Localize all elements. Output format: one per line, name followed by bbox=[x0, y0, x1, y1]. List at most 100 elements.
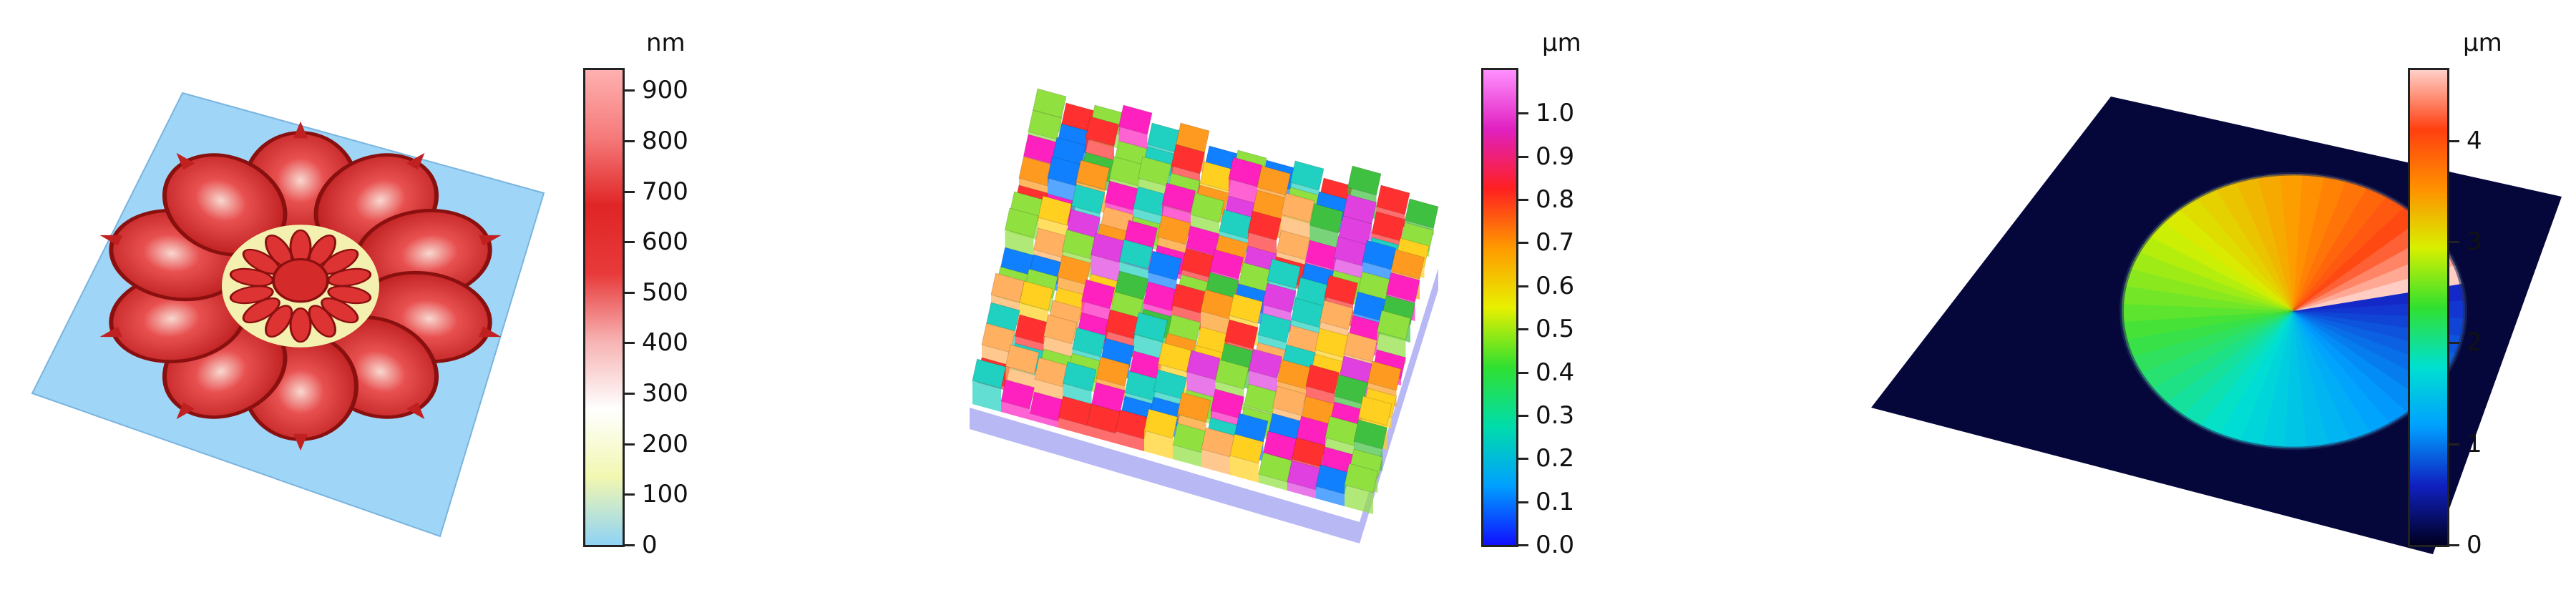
colorbar-tick bbox=[625, 139, 635, 142]
rose-center bbox=[272, 258, 329, 303]
cube-block bbox=[1086, 403, 1121, 443]
disc-wedge bbox=[2150, 311, 2293, 403]
colorbar-1: nm 900 800 700 600 500 400 300 200 100 0 bbox=[583, 29, 698, 558]
colorbar-gradient bbox=[1481, 68, 1518, 547]
colorbar-tick bbox=[1518, 199, 1528, 202]
colorbar-tick-label: 1 bbox=[2467, 429, 2482, 458]
colorbar-tick bbox=[625, 544, 635, 546]
colorbar-tick bbox=[1518, 544, 1528, 546]
disc-wedge bbox=[2293, 207, 2422, 311]
colorbar-tick-label: 0.5 bbox=[1536, 315, 1575, 344]
colorbar-tick-label: 0.0 bbox=[1536, 531, 1575, 559]
colorbar-tick-label: 3 bbox=[2467, 227, 2482, 257]
disc-wedge bbox=[2235, 176, 2293, 311]
colorbar-tick-label: 0.4 bbox=[1536, 358, 1575, 387]
disc-wedge bbox=[2293, 311, 2409, 425]
colorbar-gradient bbox=[2408, 68, 2449, 547]
colorbar-tick-label: 0 bbox=[2467, 531, 2482, 559]
cube-block bbox=[1201, 427, 1236, 475]
colorbar-tick-label: 500 bbox=[642, 277, 688, 307]
disc-wedge bbox=[2293, 311, 2371, 441]
colorbar-tick bbox=[1518, 242, 1528, 245]
disc-wedge bbox=[2283, 311, 2307, 448]
panel-cubes: µm 1.0 0.9 0.8 0.7 0.6 0.5 0.4 0.3 0.2 0.1 0.0 bbox=[716, 0, 1610, 614]
cube-block bbox=[1287, 460, 1322, 498]
cube-block bbox=[1143, 408, 1179, 459]
disc-wedge bbox=[2124, 267, 2293, 311]
colorbar-tick-label: 0.8 bbox=[1536, 185, 1575, 215]
cube-block bbox=[1172, 423, 1207, 467]
cube-block bbox=[1000, 379, 1035, 420]
colorbar-tick bbox=[625, 443, 635, 446]
colorbar-tick-label: 0.3 bbox=[1536, 400, 1575, 430]
disc-wedge bbox=[2293, 195, 2406, 311]
colorbar-tick-label: 400 bbox=[642, 328, 688, 358]
rose-flower bbox=[99, 121, 502, 451]
rose-inner-petal bbox=[229, 285, 274, 305]
cube-surface-render bbox=[970, 88, 1439, 543]
colorbar-tick bbox=[625, 342, 635, 345]
colorbar-tick bbox=[1518, 414, 1528, 417]
cube-block bbox=[1047, 156, 1082, 205]
disc-wedge bbox=[2218, 311, 2293, 442]
disc-rim bbox=[2119, 172, 2467, 451]
rose-inner-petal bbox=[265, 305, 293, 338]
colorbar-tick bbox=[625, 291, 635, 294]
colorbar-tick bbox=[2449, 241, 2459, 244]
disc-wedge bbox=[2293, 187, 2389, 311]
disc-wedge bbox=[2293, 311, 2424, 414]
colorbar-tick bbox=[1518, 458, 1528, 461]
cube-grid bbox=[972, 88, 1439, 514]
colorbar-tick-label: 300 bbox=[642, 379, 688, 408]
rose-inner-petal bbox=[242, 297, 280, 324]
colorbar-unit: µm bbox=[1542, 29, 1581, 57]
colorbar-tick-label: 0.1 bbox=[1536, 487, 1575, 516]
disc-wedge bbox=[2180, 311, 2293, 427]
rose-inner-petal bbox=[327, 285, 372, 305]
disc-wedge bbox=[2165, 311, 2293, 415]
colorbar-tick-label: 0.7 bbox=[1536, 228, 1575, 257]
disc-wedge bbox=[2140, 311, 2293, 389]
disc-wedge bbox=[2293, 176, 2348, 311]
colorbar-tick bbox=[2449, 342, 2459, 345]
disc-wedge bbox=[2122, 302, 2293, 323]
rose-inner-petal bbox=[289, 308, 312, 343]
colorbar-tick bbox=[625, 393, 635, 395]
cube-block bbox=[1029, 391, 1064, 428]
disc-wedge bbox=[2280, 174, 2304, 311]
colorbar-tick bbox=[2449, 443, 2459, 446]
colorbar-tick bbox=[2449, 544, 2459, 546]
colorbar-tick-label: 1.0 bbox=[1536, 99, 1575, 128]
disc-wedge bbox=[2162, 208, 2293, 311]
disc-wedge bbox=[2196, 188, 2293, 311]
disc-wedge bbox=[2178, 197, 2293, 311]
rose-inner-petal bbox=[308, 305, 336, 338]
colorbar-tick bbox=[1518, 285, 1528, 287]
colorbar-tick bbox=[1518, 155, 1528, 158]
disc-wedge bbox=[2293, 311, 2351, 446]
colorbar-2: µm 1.0 0.9 0.8 0.7 0.6 0.5 0.4 0.3 0.2 0.1 0.0 bbox=[1481, 29, 1603, 558]
cube-block bbox=[972, 358, 1007, 412]
cube-block bbox=[1229, 433, 1264, 483]
panel-disc: µm 4 3 2 1 0 bbox=[1610, 0, 2576, 614]
colorbar-tick-label: 0.6 bbox=[1536, 271, 1575, 300]
colorbar-tick-label: 2 bbox=[2467, 328, 2482, 358]
colorbar-tick bbox=[2449, 139, 2459, 142]
colorbar-tick-label: 4 bbox=[2467, 126, 2482, 155]
colorbar-tick bbox=[625, 241, 635, 244]
colorbar-tick-label: 0.9 bbox=[1536, 142, 1575, 171]
disc-wedge bbox=[2293, 219, 2436, 311]
colorbar-3: µm 4 3 2 1 0 bbox=[2408, 29, 2529, 558]
colorbar-tick bbox=[1518, 112, 1528, 115]
colorbar-tick bbox=[625, 190, 635, 193]
colorbar-tick-label: 0.2 bbox=[1536, 444, 1575, 473]
colorbar-unit: µm bbox=[2463, 29, 2502, 57]
colorbar-tick bbox=[625, 493, 635, 496]
disc-wedge bbox=[2293, 180, 2369, 311]
colorbar-tick bbox=[1518, 371, 1528, 374]
rose-surface-render bbox=[31, 92, 545, 538]
cube-block bbox=[1058, 395, 1093, 436]
colorbar-tick-label: 600 bbox=[642, 227, 688, 257]
rose-inner-petal bbox=[321, 297, 359, 324]
colorbar-tick-label: 0 bbox=[642, 531, 658, 559]
